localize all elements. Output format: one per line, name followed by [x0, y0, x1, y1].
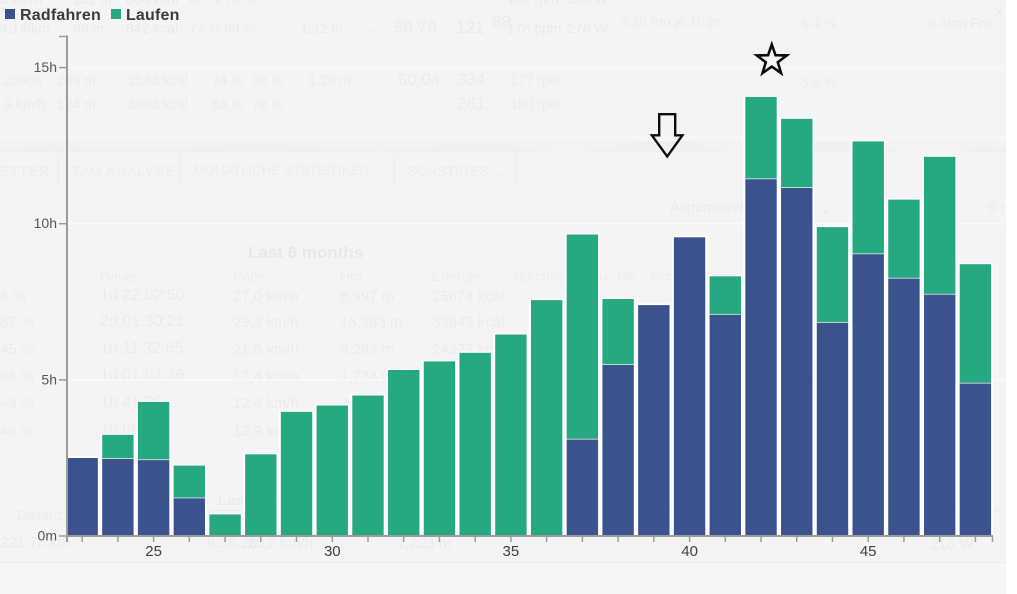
svg-text:45: 45: [860, 543, 877, 560]
svg-text:5h: 5h: [41, 371, 57, 387]
svg-text:35: 35: [503, 543, 520, 560]
svg-text:40: 40: [681, 543, 698, 560]
svg-text:10h: 10h: [34, 215, 57, 231]
svg-text:15h: 15h: [34, 59, 57, 75]
svg-text:0m: 0m: [38, 528, 57, 544]
svg-text:30: 30: [324, 543, 341, 560]
svg-text:25: 25: [145, 543, 162, 560]
